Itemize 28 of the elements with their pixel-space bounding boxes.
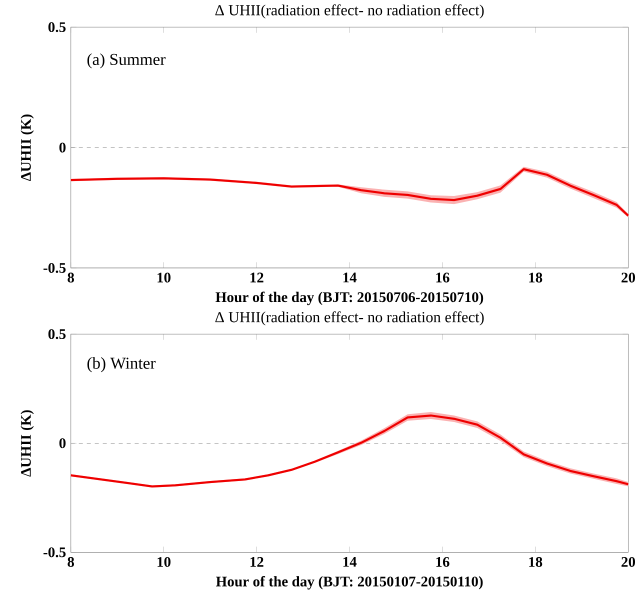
x-tick-label: 10 — [158, 272, 171, 282]
y-tick-label: 0.5 — [48, 22, 66, 32]
chart-title: Δ UHII(radiation effect- no radiation effect) — [215, 4, 484, 18]
y-tick-label: 0 — [59, 142, 66, 152]
x-tick-label: 12 — [250, 272, 264, 282]
y-tick-label: 0.5 — [48, 329, 66, 339]
x-tick-label: 18 — [529, 272, 542, 282]
x-tick-label: 8 — [68, 556, 74, 567]
x-tick-label: 8 — [68, 272, 74, 282]
annotation: (b) Winter — [87, 357, 156, 372]
y-axis-title: ΔUHII (K) — [20, 410, 34, 477]
x-tick-label: 18 — [529, 556, 542, 567]
y-tick-label: -0.5 — [44, 262, 66, 273]
x-tick-label: 12 — [250, 556, 264, 567]
y-tick-label: 0 — [59, 438, 66, 448]
y-axis-title: ΔUHII (K) — [20, 114, 34, 181]
x-tick-label: 16 — [436, 272, 450, 282]
y-tick-label: -0.5 — [44, 547, 66, 558]
x-tick-label: 16 — [436, 556, 450, 567]
x-tick-label: 10 — [158, 556, 171, 567]
x-axis-title: Hour of the day (BJT: 20150706-20150710) — [216, 292, 484, 306]
x-axis-title: Hour of the day (BJT: 20150107-20150110) — [216, 576, 483, 590]
x-tick-label: 14 — [343, 272, 357, 282]
x-tick-label: 20 — [622, 556, 636, 567]
x-tick-label: 20 — [622, 272, 636, 282]
chart-title: Δ UHII(radiation effect- no radiation effect) — [215, 311, 484, 326]
annotation: (a) Summer — [87, 53, 166, 68]
x-tick-label: 14 — [343, 556, 357, 567]
